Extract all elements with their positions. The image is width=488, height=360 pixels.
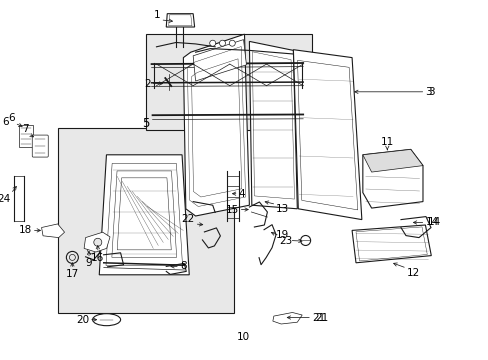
Text: 20: 20: [76, 315, 89, 325]
Polygon shape: [166, 14, 194, 27]
Polygon shape: [58, 128, 233, 313]
Text: 6: 6: [2, 117, 9, 127]
Text: 24: 24: [0, 194, 11, 204]
Polygon shape: [145, 34, 311, 130]
Ellipse shape: [92, 314, 121, 326]
Text: 21: 21: [311, 312, 325, 323]
Text: 19: 19: [276, 230, 289, 240]
Polygon shape: [362, 149, 422, 172]
Circle shape: [209, 40, 215, 46]
Circle shape: [300, 235, 310, 246]
Polygon shape: [99, 155, 189, 275]
Text: 1: 1: [153, 10, 160, 20]
Polygon shape: [293, 50, 361, 220]
Text: 2: 2: [143, 78, 150, 89]
Text: 10: 10: [237, 332, 249, 342]
Circle shape: [229, 40, 235, 46]
Text: 3: 3: [425, 87, 431, 97]
Text: 23: 23: [279, 236, 292, 246]
Polygon shape: [362, 149, 422, 208]
Text: 12: 12: [406, 268, 419, 278]
Text: 3: 3: [427, 87, 434, 97]
Text: 13: 13: [276, 204, 289, 215]
Polygon shape: [249, 41, 297, 209]
Text: 22: 22: [181, 214, 194, 224]
Text: 16: 16: [91, 253, 104, 263]
Circle shape: [219, 40, 225, 46]
Text: 14: 14: [425, 217, 438, 228]
Text: 7: 7: [21, 124, 28, 134]
Text: 11: 11: [380, 137, 393, 147]
Text: 9: 9: [85, 258, 92, 269]
Polygon shape: [41, 224, 64, 238]
Polygon shape: [272, 312, 302, 324]
Text: 5: 5: [142, 117, 149, 130]
Polygon shape: [84, 232, 110, 252]
Text: 14: 14: [427, 217, 440, 228]
Circle shape: [94, 238, 102, 246]
FancyBboxPatch shape: [19, 125, 33, 147]
Polygon shape: [193, 40, 246, 81]
Text: 18: 18: [19, 225, 32, 235]
FancyBboxPatch shape: [32, 135, 48, 157]
Text: 21: 21: [315, 312, 328, 323]
Polygon shape: [183, 34, 249, 216]
Text: 4: 4: [238, 189, 245, 199]
Text: 15: 15: [225, 204, 238, 215]
Polygon shape: [351, 225, 430, 263]
Text: 6: 6: [8, 113, 15, 123]
Text: 8: 8: [180, 261, 186, 271]
Text: 17: 17: [65, 269, 79, 279]
